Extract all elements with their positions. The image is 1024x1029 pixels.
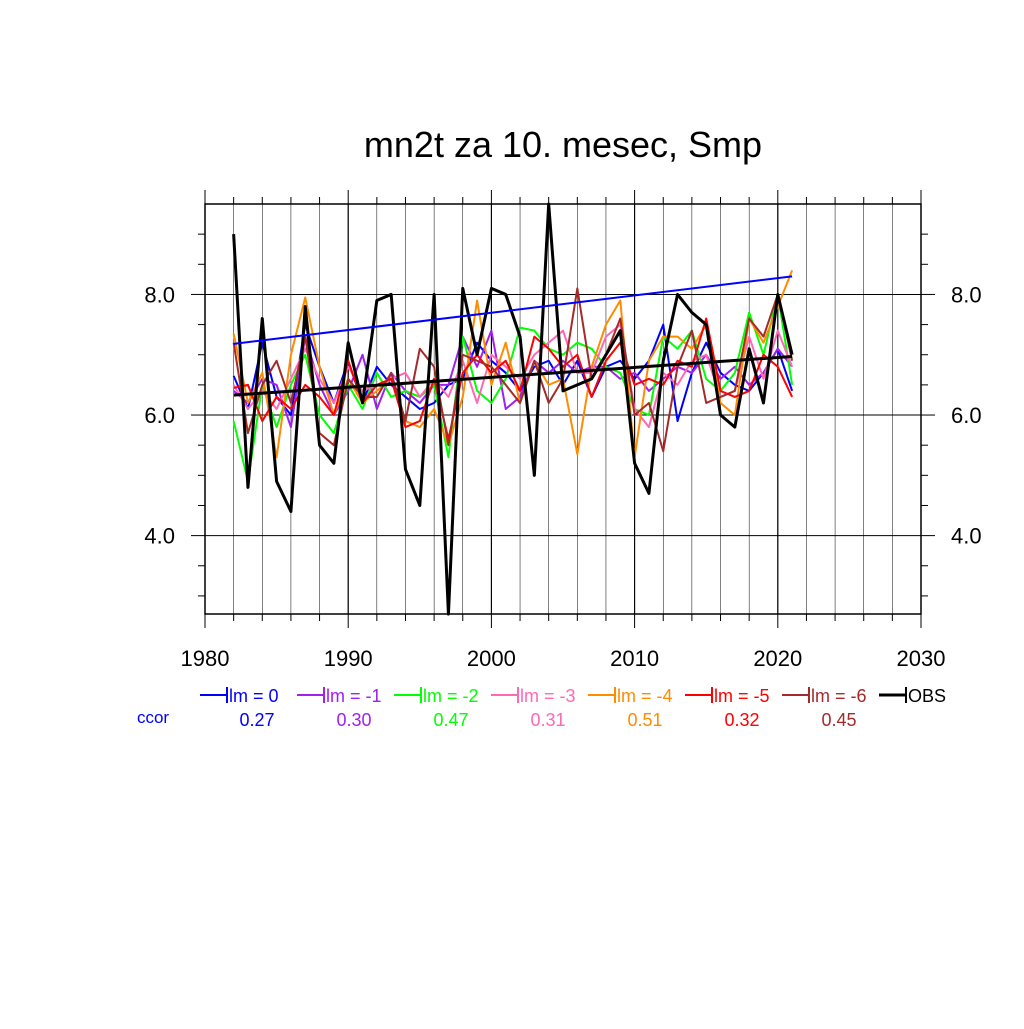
y-tick-label-right: 4.0 xyxy=(951,524,982,549)
legend-ccor-value: 0.32 xyxy=(724,710,759,730)
legend-label: lm = -5 xyxy=(714,686,770,706)
series-line-lm-2 xyxy=(232,293,794,483)
legend-ccor-value: 0.45 xyxy=(821,710,856,730)
x-tick-label: 2020 xyxy=(753,646,802,671)
trend-line-lm-0 xyxy=(233,275,793,345)
trend-line-obs xyxy=(233,355,793,397)
x-tick-label: 1980 xyxy=(181,646,230,671)
legend-label: lm = -4 xyxy=(617,686,673,706)
legend-ccor-value: 0.31 xyxy=(530,710,565,730)
legend-ccor-value: 0.51 xyxy=(627,710,662,730)
ccor-label: ccor xyxy=(137,708,169,727)
grid-layer xyxy=(205,203,921,614)
legend-label: lm = -6 xyxy=(811,686,867,706)
series-layer xyxy=(232,202,794,616)
legend: ccor lm = 0 0.27 lm = -1 0.30 lm = -2 0.47 lm =… xyxy=(137,686,946,730)
y-tick-label-left: 4.0 xyxy=(144,524,175,549)
plot-border xyxy=(204,203,922,615)
series-line-obs xyxy=(232,202,794,616)
legend-label: OBS xyxy=(908,686,946,706)
series-line-lm-6 xyxy=(232,287,794,453)
y-tick-label-left: 8.0 xyxy=(144,282,175,307)
x-tick-label: 2030 xyxy=(897,646,946,671)
legend-label: lm = -1 xyxy=(326,686,382,706)
legend-ccor-value: 0.30 xyxy=(336,710,371,730)
y-tick-label-right: 8.0 xyxy=(951,282,982,307)
x-tick-label: 2010 xyxy=(610,646,659,671)
series-line-lm-4 xyxy=(232,269,794,459)
trend-layer xyxy=(233,275,793,397)
chart-title: mn2t za 10. mesec, Smp xyxy=(364,124,762,165)
legend-ccor-value: 0.27 xyxy=(239,710,274,730)
ticks-layer: 1980 1990 2000 2010 2020 2030 4.0 4.0 6.0 6.0 8.0 8… xyxy=(144,190,982,671)
x-tick-label: 1990 xyxy=(324,646,373,671)
legend-ccor-value: 0.47 xyxy=(433,710,468,730)
legend-label: lm = -3 xyxy=(520,686,576,706)
y-tick-label-left: 6.0 xyxy=(144,403,175,428)
legend-label: lm = -2 xyxy=(423,686,479,706)
y-tick-label-right: 6.0 xyxy=(951,403,982,428)
plot-frame xyxy=(204,203,922,615)
x-tick-label: 2000 xyxy=(467,646,516,671)
legend-label: lm = 0 xyxy=(229,686,279,706)
